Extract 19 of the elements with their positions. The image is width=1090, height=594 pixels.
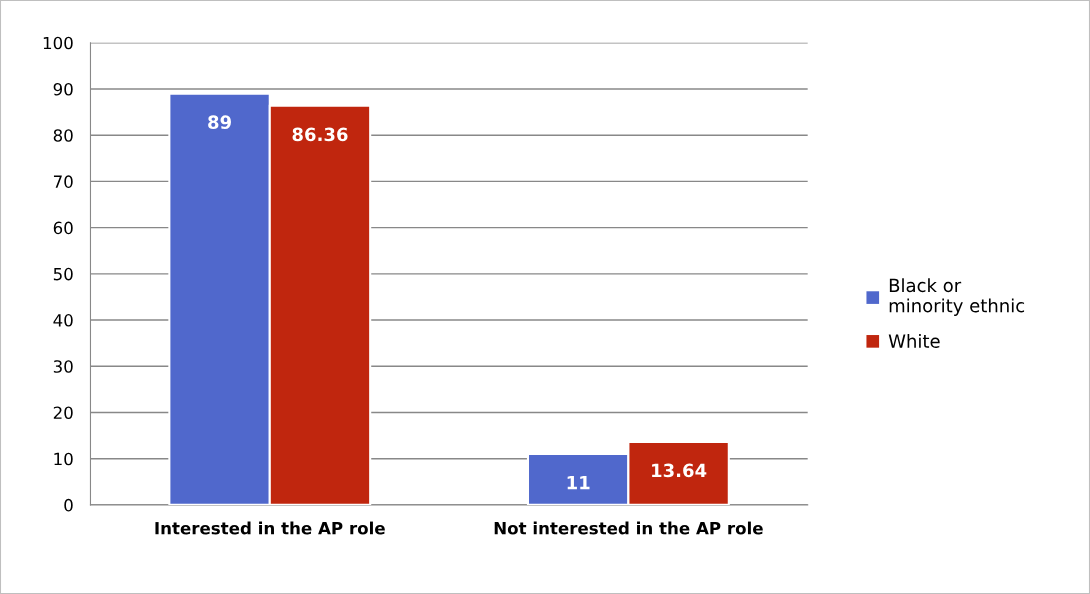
y-tick-label: 70 bbox=[53, 175, 73, 188]
x-tick-label: Interested in the AP role bbox=[155, 521, 385, 535]
data-label: 86.36 bbox=[292, 127, 348, 142]
y-tick-label: 20 bbox=[53, 406, 73, 420]
y-tick-label: 90 bbox=[53, 82, 73, 96]
data-label: 13.64 bbox=[652, 463, 707, 478]
legend-label: Black or minority ethnic bbox=[889, 278, 1025, 316]
y-tick-label: 30 bbox=[53, 360, 73, 373]
y-tick-label: 100 bbox=[43, 36, 73, 50]
x-tick-label: Not interested in the AP role bbox=[494, 521, 763, 535]
y-tick-label: 80 bbox=[53, 129, 73, 142]
y-tick-label: 60 bbox=[53, 221, 73, 235]
data-label: 11 bbox=[567, 476, 590, 490]
y-tick-label: 0 bbox=[64, 498, 73, 512]
y-tick-label: 40 bbox=[53, 314, 73, 327]
legend-label: White bbox=[888, 333, 940, 348]
data-label: 89 bbox=[208, 115, 231, 129]
y-tick-label: 10 bbox=[54, 452, 73, 466]
y-tick-label: 50 bbox=[53, 267, 73, 281]
